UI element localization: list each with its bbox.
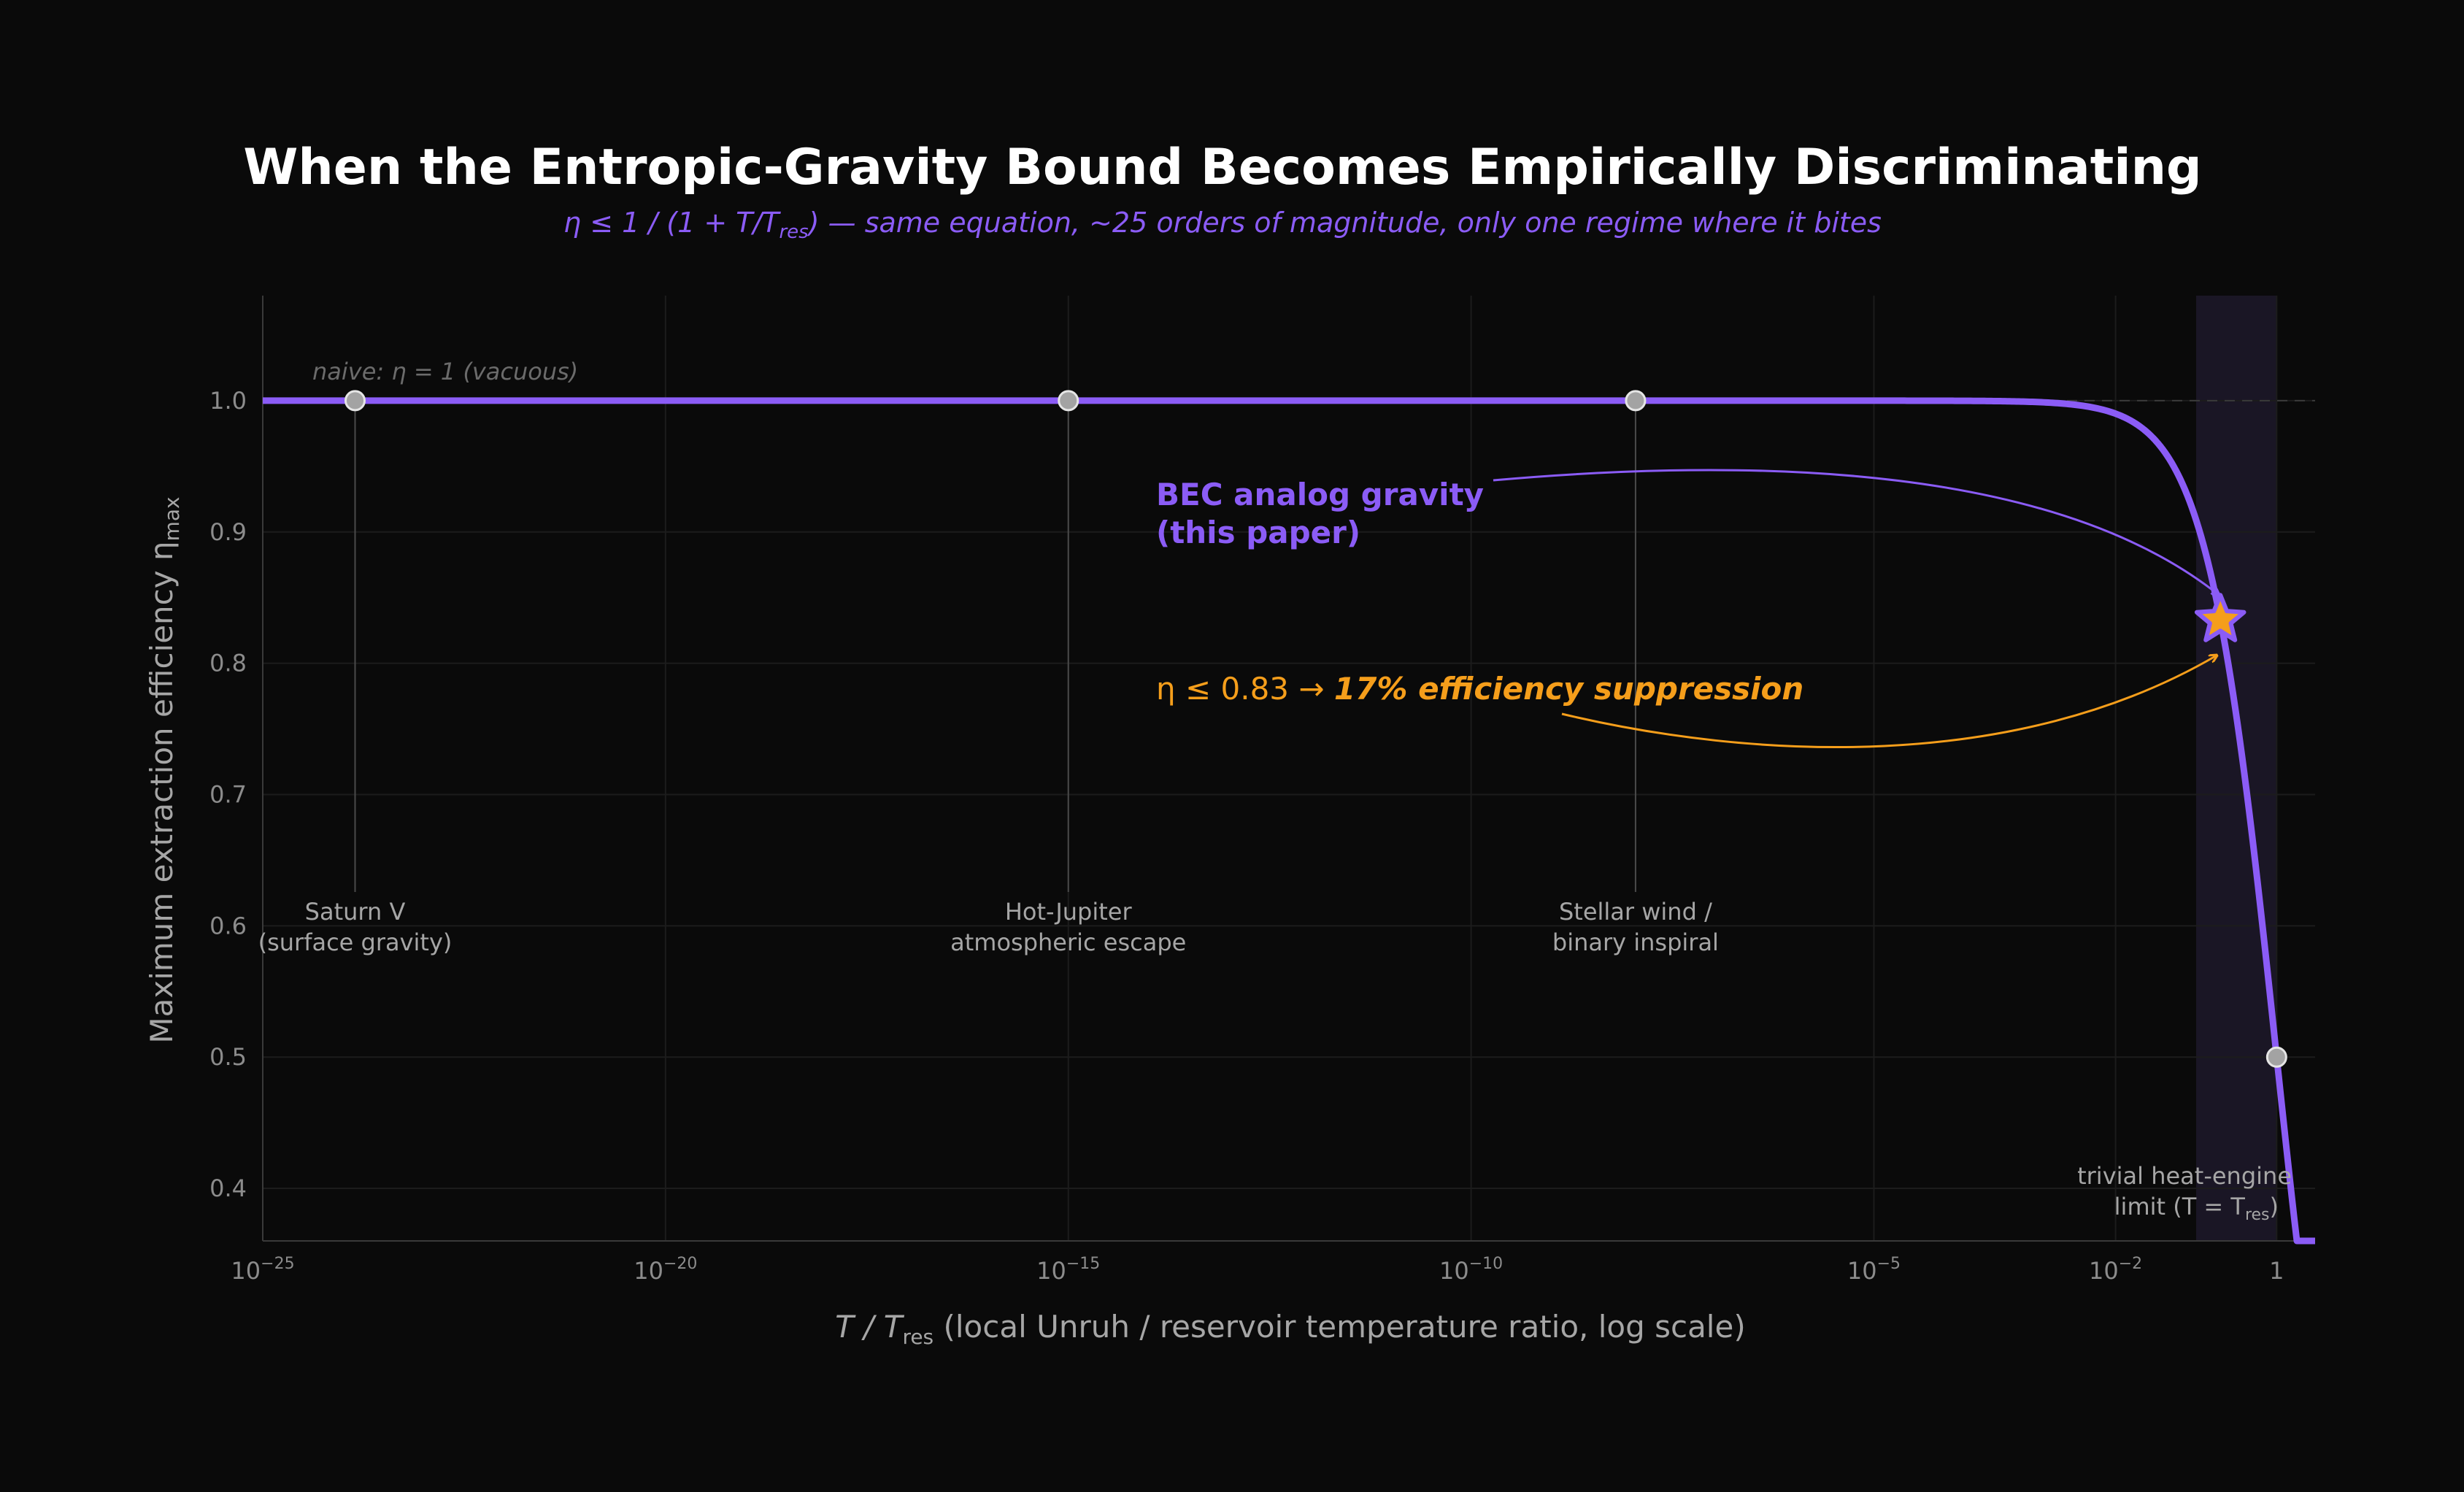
y-tick-label: 0.8	[209, 650, 247, 677]
y-tick-label: 0.9	[209, 518, 247, 546]
point-layer	[344, 390, 2287, 1068]
point-label-line: trivial heat-engine	[2077, 1162, 2292, 1190]
y-tick-label: 0.6	[209, 912, 247, 939]
bec-annotation: BEC analog gravity (this paper)	[1156, 477, 1495, 550]
x-tick-exponent: −15	[1066, 1255, 1100, 1273]
subtitle-formula: η ≤ 1 / (1 + T/T	[563, 207, 781, 239]
x-tick-label: 10−15	[1036, 1255, 1100, 1285]
x-axis-symbol: T / T	[835, 1309, 905, 1345]
point-label: trivial heat-engine limit (T = Tres)	[2077, 1162, 2292, 1224]
point-label-line: limit (T = T	[2114, 1193, 2246, 1220]
x-tick-label: 1	[2269, 1257, 2284, 1285]
point-label-line: (surface gravity)	[258, 928, 453, 956]
point-label: Saturn V (surface gravity)	[258, 898, 453, 956]
x-tick-base: 10	[1847, 1257, 1877, 1285]
x-tick-exponent: −20	[663, 1255, 697, 1273]
y-axis-text: Maximum extraction efficiency η	[144, 541, 180, 1043]
tick-layer: 10−25 10−20 10−15 10−10 10−5 10−2 10.40.50.60.…	[209, 387, 2284, 1285]
x-tick-exponent: −2	[2119, 1255, 2142, 1273]
x-tick-base: 10	[2089, 1257, 2119, 1285]
data-point-marker	[2265, 1046, 2287, 1068]
efficiency-annotation-prefix: η ≤ 0.83 →	[1156, 671, 1334, 707]
subtitle-text: — same equation, ~25 orders of magnitude…	[820, 207, 1882, 239]
subtitle-formula-sub: res	[779, 221, 808, 243]
x-tick-label: 10−25	[231, 1255, 294, 1285]
point-label-sub: res	[2245, 1206, 2270, 1224]
x-tick-exponent: −10	[1469, 1255, 1503, 1273]
chart-subtitle: η ≤ 1 / (1 + T/Tres) — same equation, ~2…	[563, 207, 1882, 243]
x-tick-label: 10−5	[1847, 1255, 1901, 1285]
data-point-marker	[344, 390, 366, 412]
point-label-line: Hot-Jupiter	[1005, 898, 1133, 926]
bec-annotation-line1: BEC analog gravity	[1156, 477, 1484, 512]
bec-arrow	[1493, 469, 2219, 595]
x-tick-exponent: −5	[1877, 1255, 1901, 1273]
grid-layer	[262, 296, 2315, 1241]
curve-layer	[261, 397, 2317, 1245]
subtitle-formula-end: )	[806, 207, 820, 239]
x-tick-base: 1	[2269, 1257, 2284, 1285]
x-axis-symbol-sub: res	[902, 1325, 933, 1349]
y-axis-label: Maximum extraction efficiency ηmax	[144, 496, 184, 1043]
x-axis-text: (local Unruh / reservoir temperature rat…	[933, 1309, 1746, 1345]
bec-annotation-line2: (this paper)	[1156, 515, 1360, 550]
efficiency-annotation-bold: 17% efficiency suppression	[1334, 671, 1803, 707]
x-tick-label: 10−10	[1439, 1255, 1503, 1285]
y-axis-sub: max	[160, 496, 184, 541]
y-tick-label: 1.0	[209, 387, 247, 415]
data-point-marker	[1058, 390, 1079, 412]
chart-title: When the Entropic-Gravity Bound Becomes …	[243, 139, 2201, 196]
y-tick-label: 0.7	[209, 780, 247, 808]
x-tick-label: 10−20	[634, 1255, 697, 1285]
y-tick-label: 0.4	[209, 1174, 247, 1202]
point-label-line: Stellar wind /	[1559, 898, 1712, 926]
x-axis-label: T / Tres (local Unruh / reservoir temper…	[835, 1309, 1745, 1349]
data-point-marker	[1625, 390, 1647, 412]
efficiency-arrow	[1561, 655, 2217, 749]
point-label-line: binary inspiral	[1552, 928, 1719, 956]
bec-star-marker	[2194, 593, 2247, 642]
point-label-layer: Saturn V (surface gravity) Hot-Jupiter atmo…	[258, 898, 2292, 1224]
efficiency-annotation: η ≤ 0.83 → 17% efficiency suppression	[1156, 671, 1803, 707]
point-label-line: )	[2270, 1193, 2279, 1220]
x-tick-base: 10	[231, 1257, 261, 1285]
point-label-line: Saturn V	[305, 898, 406, 926]
axis-layer	[262, 296, 2315, 1242]
efficiency-curve	[261, 397, 2317, 1245]
stem-layer	[354, 400, 1636, 892]
point-label: Hot-Jupiter atmospheric escape	[950, 898, 1186, 956]
point-label-line: atmospheric escape	[950, 928, 1186, 956]
x-tick-label: 10−2	[2089, 1255, 2142, 1285]
y-tick-label: 0.5	[209, 1043, 247, 1071]
point-label: Stellar wind / binary inspiral	[1552, 898, 1719, 956]
highlight-region-layer	[2195, 296, 2277, 1241]
x-tick-base: 10	[634, 1257, 663, 1285]
x-tick-base: 10	[1036, 1257, 1066, 1285]
reference-line-label: naive: η = 1 (vacuous)	[312, 358, 578, 385]
x-tick-base: 10	[1439, 1257, 1469, 1285]
x-tick-exponent: −25	[261, 1255, 294, 1273]
highlight-region	[2195, 296, 2277, 1241]
